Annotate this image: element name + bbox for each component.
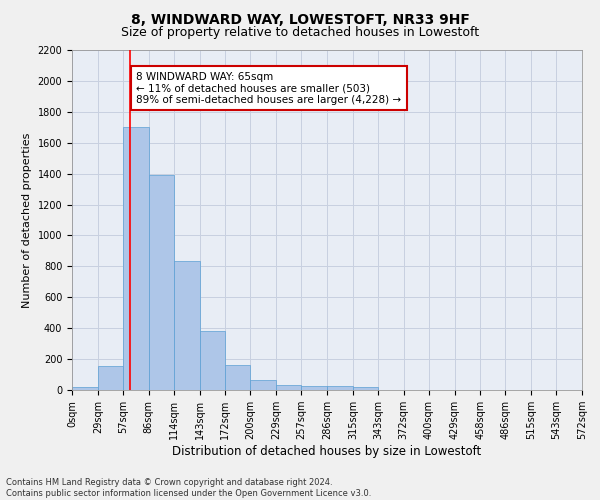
Bar [353,387,378,390]
Bar [327,386,353,390]
Bar [199,330,226,390]
Bar [276,384,301,390]
Bar [173,261,199,390]
Bar [301,386,327,390]
Bar [123,128,149,390]
Bar [149,175,173,390]
Bar [72,387,98,390]
Text: 8 WINDWARD WAY: 65sqm
← 11% of detached houses are smaller (503)
89% of semi-det: 8 WINDWARD WAY: 65sqm ← 11% of detached … [136,72,401,105]
Text: 8, WINDWARD WAY, LOWESTOFT, NR33 9HF: 8, WINDWARD WAY, LOWESTOFT, NR33 9HF [131,12,469,26]
Y-axis label: Number of detached properties: Number of detached properties [22,132,32,308]
Bar [250,380,276,390]
Bar [226,364,250,390]
X-axis label: Distribution of detached houses by size in Lowestoft: Distribution of detached houses by size … [172,445,482,458]
Bar [98,366,123,390]
Text: Size of property relative to detached houses in Lowestoft: Size of property relative to detached ho… [121,26,479,39]
Text: Contains HM Land Registry data © Crown copyright and database right 2024.
Contai: Contains HM Land Registry data © Crown c… [6,478,371,498]
